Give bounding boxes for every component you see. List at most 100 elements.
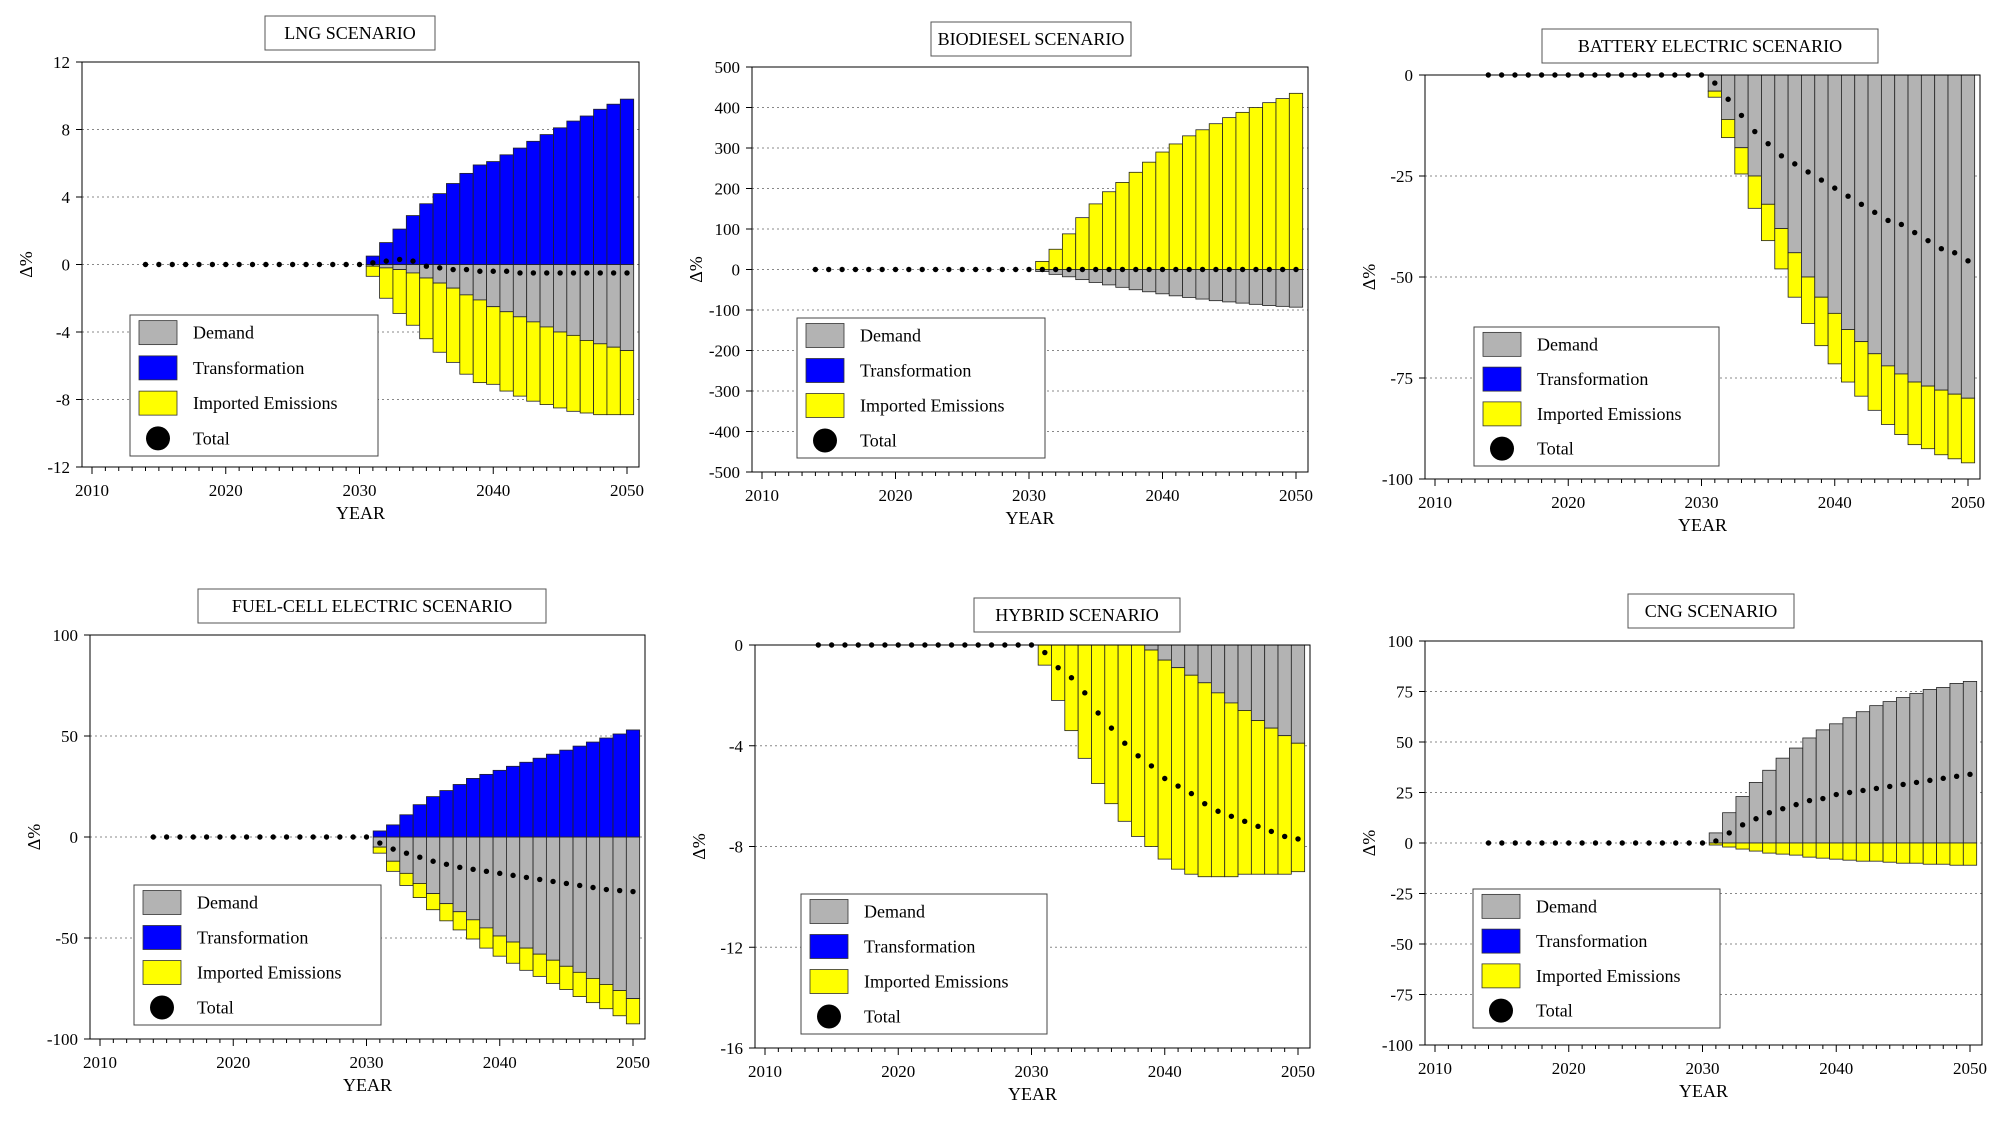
total-point xyxy=(1925,237,1931,244)
total-point xyxy=(263,261,269,268)
total-point xyxy=(570,270,577,276)
y-tick-label: 100 xyxy=(715,220,741,239)
total-point xyxy=(1146,266,1152,273)
x-axis-label: YEAR xyxy=(1679,1081,1728,1101)
legend-swatch-imported-emissions xyxy=(142,960,182,985)
y-tick-label: -4 xyxy=(56,323,71,342)
y-tick-label: 4 xyxy=(62,188,71,207)
y-tick-label: 400 xyxy=(715,99,741,118)
x-tick-label: 2040 xyxy=(483,1053,517,1072)
chart-title-box xyxy=(264,15,436,51)
total-point xyxy=(390,846,396,852)
total-point xyxy=(1133,266,1139,273)
total-point xyxy=(1525,840,1532,846)
demand-bar xyxy=(1962,681,1978,844)
transformation-bar xyxy=(405,215,421,265)
total-point xyxy=(230,834,236,840)
x-tick-label: 2010 xyxy=(1418,493,1452,512)
total-point xyxy=(403,850,410,856)
total-point xyxy=(530,270,537,276)
total-point xyxy=(490,268,496,274)
imported-emissions-bar xyxy=(386,860,401,872)
chart-title: FUEL-CELL ELECTRIC SCENARIO xyxy=(232,596,512,616)
imported-emissions-bar xyxy=(553,331,568,409)
legend-label: Transformation xyxy=(193,358,304,378)
legend-swatch-total xyxy=(146,426,170,451)
chart-title-box xyxy=(973,597,1181,633)
legend-label: Imported Emissions xyxy=(860,396,1005,416)
y-tick-label: -50 xyxy=(1390,268,1413,287)
total-point xyxy=(1725,96,1731,102)
total-point xyxy=(630,888,636,895)
total-point xyxy=(1226,266,1232,273)
demand-bar xyxy=(1210,644,1226,694)
imported-emissions-bar xyxy=(1131,644,1146,837)
total-point xyxy=(163,834,170,840)
total-point xyxy=(270,834,276,840)
total-point xyxy=(437,265,443,271)
legend-swatch-total xyxy=(150,995,174,1020)
chart-title-box xyxy=(1541,28,1879,64)
x-axis-label: YEAR xyxy=(1006,508,1055,528)
imported-emissions-bar xyxy=(1922,842,1937,865)
transformation-bar xyxy=(553,127,568,265)
imported-emissions-bar xyxy=(585,978,601,1004)
imported-emissions-bar xyxy=(399,872,414,886)
legend-label: Demand xyxy=(197,893,258,913)
transformation-bar xyxy=(519,761,534,838)
imported-emissions-bar xyxy=(526,321,541,402)
total-point xyxy=(1927,777,1933,784)
total-point xyxy=(892,266,899,273)
transformation-bar xyxy=(492,769,507,838)
y-tick-label: 0 xyxy=(732,261,741,280)
imported-emissions-bar xyxy=(1841,329,1856,383)
total-point xyxy=(377,840,383,846)
y-tick-label: -16 xyxy=(720,1039,743,1058)
legend-label: Demand xyxy=(860,326,921,346)
demand-bar xyxy=(1195,269,1210,300)
transformation-bar xyxy=(452,784,467,838)
legend-label: Demand xyxy=(864,902,925,922)
total-point xyxy=(1646,840,1652,846)
x-tick-label: 2020 xyxy=(879,486,913,505)
transformation-bar xyxy=(566,120,581,265)
demand-bar xyxy=(1855,711,1871,844)
demand-bar xyxy=(1155,269,1170,295)
total-point xyxy=(1699,840,1706,846)
total-point xyxy=(1119,266,1126,273)
imported-emissions-bar xyxy=(432,282,447,353)
demand-bar xyxy=(532,836,547,955)
total-point xyxy=(1173,266,1179,273)
legend-label: Imported Emissions xyxy=(864,972,1009,992)
legend-label: Transformation xyxy=(860,361,971,381)
total-point xyxy=(383,258,389,264)
chart-title-box xyxy=(1627,593,1795,629)
demand-bar xyxy=(1262,269,1277,306)
total-point xyxy=(1792,161,1798,167)
total-point xyxy=(1686,840,1692,846)
total-point xyxy=(1485,840,1492,846)
total-point xyxy=(1053,266,1059,273)
demand-bar xyxy=(625,836,641,1000)
total-point xyxy=(483,868,490,875)
imported-emissions-bar xyxy=(1288,92,1304,270)
total-point xyxy=(470,866,476,873)
total-point xyxy=(1499,840,1505,846)
total-point xyxy=(1279,266,1286,273)
total-point xyxy=(1215,808,1221,814)
y-tick-label: -400 xyxy=(709,423,740,442)
total-point xyxy=(1042,649,1048,656)
imported-emissions-bar xyxy=(599,984,614,1010)
imported-emissions-bar xyxy=(1761,203,1776,242)
imported-emissions-bar xyxy=(593,343,608,416)
demand-bar xyxy=(1182,269,1197,298)
transformation-bar xyxy=(412,804,427,838)
demand-bar xyxy=(1882,701,1897,844)
y-tick-label: 200 xyxy=(715,180,741,199)
imported-emissions-bar xyxy=(1854,341,1869,397)
legend-label: Total xyxy=(864,1007,901,1027)
demand-bar xyxy=(1775,757,1790,844)
imported-emissions-bar xyxy=(1224,702,1239,878)
total-point xyxy=(1659,840,1666,846)
imported-emissions-bar xyxy=(545,959,561,984)
